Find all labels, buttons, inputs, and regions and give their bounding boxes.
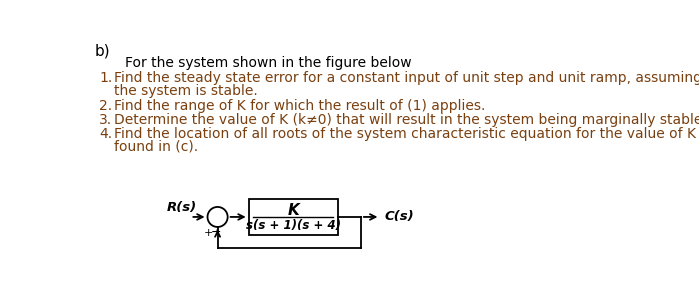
Text: Find the range of K for which the result of (1) applies.: Find the range of K for which the result… [115,99,486,113]
Text: b): b) [95,44,110,59]
Text: C(s): C(s) [384,210,414,223]
Text: found in (c).: found in (c). [115,140,199,154]
Text: For the system shown in the figure below: For the system shown in the figure below [124,56,411,70]
Text: 4.: 4. [99,127,112,141]
Text: Determine the value of K (k≠0) that will result in the system being marginally s: Determine the value of K (k≠0) that will… [115,113,699,127]
Text: Find the location of all roots of the system characteristic equation for the val: Find the location of all roots of the sy… [115,127,696,141]
Text: 1.: 1. [99,70,113,85]
Text: the system is stable.: the system is stable. [115,84,258,98]
Text: s(s + 1)(s + 4): s(s + 1)(s + 4) [245,219,340,232]
Text: Find the steady state error for a constant input of unit step and unit ramp, ass: Find the steady state error for a consta… [115,70,699,85]
Text: K: K [287,202,299,217]
Text: +: + [203,229,213,238]
Bar [249,199,338,235]
Text: 2.: 2. [99,99,112,113]
Text: −: − [211,226,222,239]
Text: R(s): R(s) [167,201,197,214]
Text: 3.: 3. [99,113,112,127]
